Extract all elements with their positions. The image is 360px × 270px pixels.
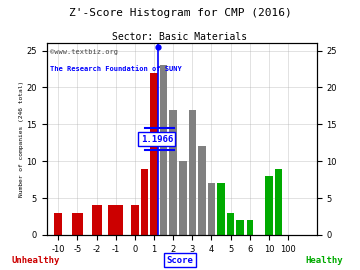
Bar xyxy=(251,220,253,235)
Text: Unhealthy: Unhealthy xyxy=(12,256,60,265)
Bar xyxy=(170,110,177,235)
Bar xyxy=(54,213,62,235)
Text: Sector: Basic Materials: Sector: Basic Materials xyxy=(112,32,248,42)
Bar xyxy=(91,205,102,235)
Text: ©www.textbiz.org: ©www.textbiz.org xyxy=(50,49,117,55)
Bar xyxy=(108,205,123,235)
Bar xyxy=(131,205,139,235)
Bar xyxy=(208,183,215,235)
Text: Healthy: Healthy xyxy=(305,256,343,265)
Bar xyxy=(227,213,234,235)
Bar xyxy=(179,161,186,235)
Y-axis label: Number of companies (246 total): Number of companies (246 total) xyxy=(19,81,24,197)
Bar xyxy=(217,183,225,235)
Bar xyxy=(265,176,273,235)
Bar xyxy=(247,220,252,235)
Bar xyxy=(275,168,282,235)
Bar xyxy=(72,213,83,235)
Text: The Research Foundation of SUNY: The Research Foundation of SUNY xyxy=(50,66,181,72)
Bar xyxy=(160,65,167,235)
Bar xyxy=(150,73,158,235)
Bar xyxy=(141,168,148,235)
Text: Score: Score xyxy=(167,256,193,265)
Text: Z'-Score Histogram for CMP (2016): Z'-Score Histogram for CMP (2016) xyxy=(69,8,291,18)
Bar xyxy=(198,146,206,235)
Bar xyxy=(237,220,244,235)
Text: 1.1966: 1.1966 xyxy=(141,134,173,144)
Bar xyxy=(189,110,196,235)
